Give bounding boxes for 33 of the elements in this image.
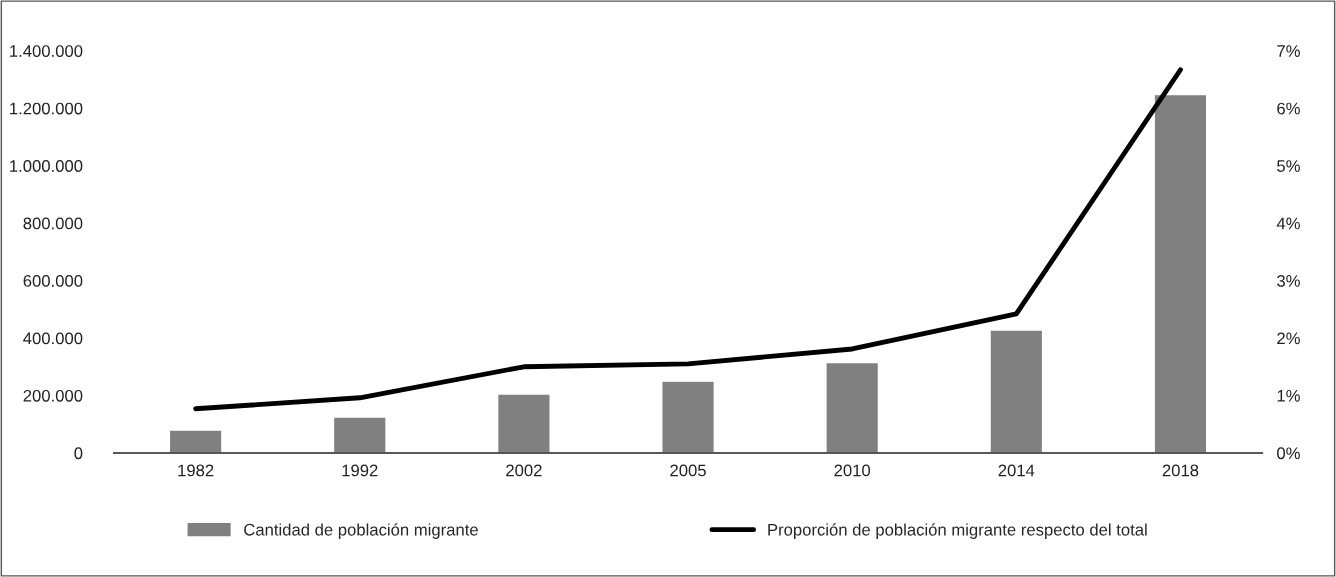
x-tick-label: 2014 xyxy=(998,464,1035,477)
y2-tick-label: 3% xyxy=(1277,274,1300,287)
legend-label: Proporción de población migrante respecto del total xyxy=(768,523,1147,539)
y-tick-label: 1.400.000 xyxy=(10,45,83,57)
y2-tick-label: 0% xyxy=(1277,447,1300,460)
y-tick-label: 800.000 xyxy=(23,217,83,230)
bar xyxy=(989,329,1044,453)
y2-tick-label: 6% xyxy=(1277,102,1300,115)
y2-tick-label: 1% xyxy=(1277,389,1300,402)
x-tick-label: 2005 xyxy=(670,464,706,477)
y-tick-label: 1.200.000 xyxy=(10,102,83,115)
bar xyxy=(332,416,387,453)
x-tick-label: 1992 xyxy=(342,464,378,477)
y-tick-label: 600.000 xyxy=(23,274,83,287)
y2-tick-label: 4% xyxy=(1276,217,1300,230)
x-tick-label: 2018 xyxy=(1162,464,1199,477)
y2-tick-label: 7% xyxy=(1277,45,1300,57)
legend-label: Cantidad de población migrante xyxy=(244,523,478,539)
bar xyxy=(496,393,551,453)
y-tick-label: 1.000.000 xyxy=(10,160,83,172)
y2-tick-label: 2% xyxy=(1277,332,1300,345)
line-series xyxy=(193,67,1183,412)
y-tick-label: 200.000 xyxy=(23,389,83,402)
bar xyxy=(1153,93,1208,453)
x-tick-label: 2002 xyxy=(506,464,542,477)
y2-tick-label: 5% xyxy=(1277,160,1300,172)
bar xyxy=(168,429,223,453)
y-tick-label: 400.000 xyxy=(23,332,83,345)
bar xyxy=(825,361,880,453)
x-tick-label: 2010 xyxy=(834,464,871,477)
y-tick-label: 0 xyxy=(74,447,83,460)
bar xyxy=(661,380,715,453)
x-tick-label: 1982 xyxy=(178,464,214,477)
